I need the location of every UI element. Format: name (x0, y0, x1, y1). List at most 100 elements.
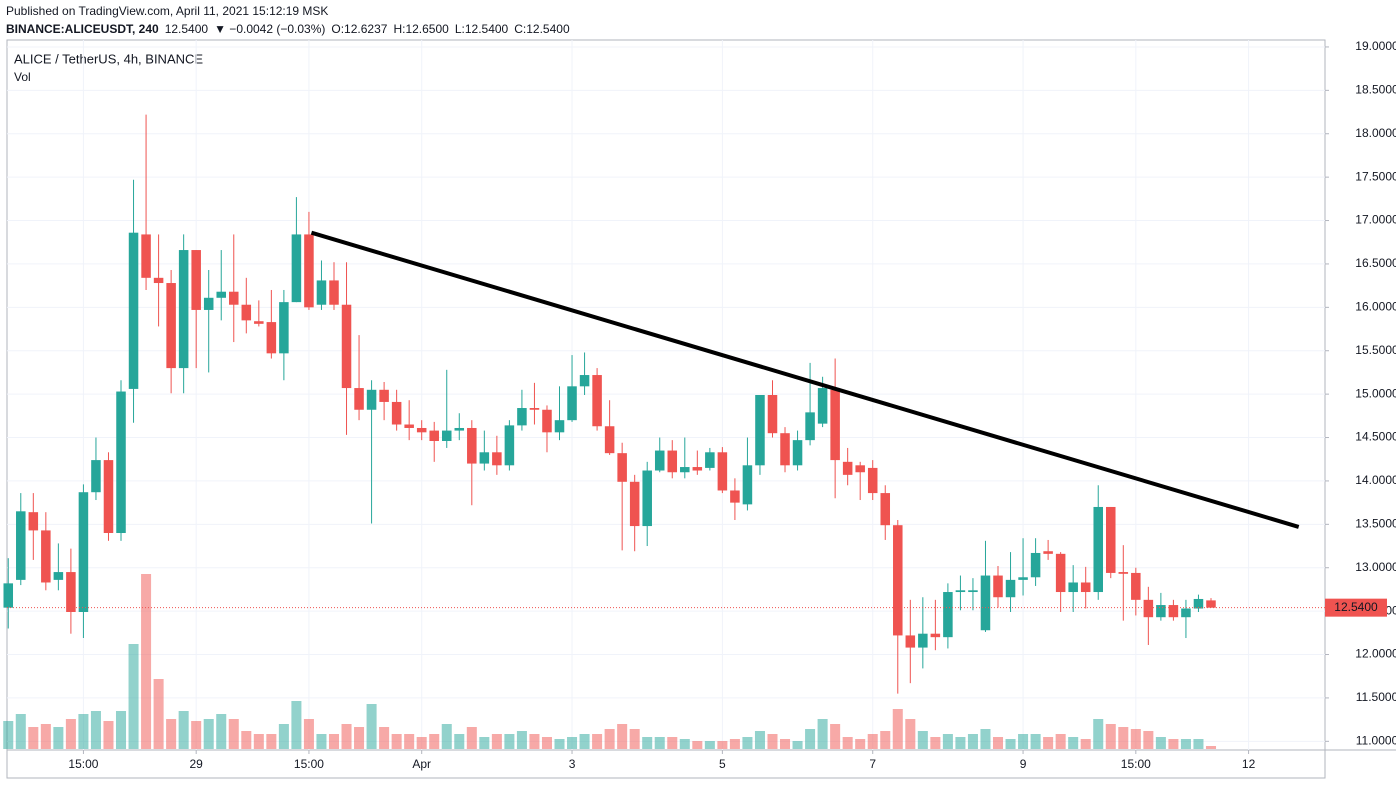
candle-body (1193, 598, 1204, 609)
ohlc-value: 12.6500 (405, 22, 449, 36)
volume-bar (880, 731, 891, 749)
candle-body (103, 460, 114, 534)
candle-body (604, 426, 615, 454)
volume-bar (40, 724, 51, 749)
volume-bar (867, 734, 878, 749)
volume-bar (1168, 739, 1179, 749)
volume-bar (15, 714, 26, 749)
y-tick-label: 11.0000 (1356, 733, 1396, 747)
candle-body (404, 424, 414, 428)
volume-bar (1093, 719, 1104, 749)
volume-bar (1030, 734, 1041, 749)
candle-body (28, 512, 39, 531)
volume-bar (178, 711, 189, 749)
volume-bar (980, 729, 991, 749)
volume-bar (805, 729, 816, 749)
volume-bar (742, 737, 753, 749)
candle-body (654, 450, 665, 471)
y-tick-label: 17.0000 (1355, 213, 1396, 227)
volume-bar (253, 734, 264, 749)
volume-bar (629, 729, 640, 749)
candle-body (529, 408, 540, 410)
candle-body (178, 250, 189, 369)
candle-body (880, 493, 891, 526)
candle-body (867, 467, 878, 494)
y-tick-label: 13.0000 (1355, 560, 1396, 574)
candle-body (980, 575, 991, 631)
volume-bar (817, 719, 828, 749)
last-price-tag (1325, 598, 1387, 617)
volume-bar (141, 574, 152, 749)
x-tick-label: 7 (869, 757, 876, 771)
volume-bar (541, 737, 552, 749)
candle-body (692, 467, 703, 471)
chart-title: ALICE / TetherUS, 4h, BINANCE (14, 51, 203, 66)
volume-bar (278, 724, 289, 749)
candle-body (592, 375, 602, 427)
volume-bar (717, 741, 728, 749)
last-price-label: 12.5400 (1334, 600, 1378, 614)
candle-body (391, 401, 402, 425)
candle-body (767, 395, 778, 434)
volume-bar (767, 734, 778, 749)
candle-body (1043, 551, 1053, 554)
x-tick-label: 5 (719, 757, 726, 771)
volume-bar (1205, 746, 1217, 749)
candle-body (16, 511, 26, 580)
volume-bar (454, 734, 465, 749)
candle-body (1206, 600, 1216, 608)
candle-body (153, 277, 164, 284)
volume-bar (115, 711, 127, 749)
volume-bar (955, 737, 966, 749)
volume-bar (166, 719, 177, 749)
x-tick-label: 29 (190, 757, 204, 771)
volume-bar (1105, 724, 1116, 749)
x-tick-label: 3 (569, 757, 576, 771)
volume-bar (604, 729, 615, 749)
volume-bar (491, 734, 502, 749)
volume-bar (529, 734, 540, 749)
volume-bar (1068, 737, 1079, 749)
candle-body (467, 427, 477, 464)
volume-bar (1155, 737, 1166, 749)
candle-body (1080, 582, 1091, 593)
volume-bar (1193, 739, 1204, 749)
y-tick-label: 13.5000 (1355, 516, 1396, 530)
candle-body (955, 590, 966, 593)
candle-body (429, 430, 439, 442)
volume-label: Vol (14, 70, 31, 84)
volume-bar (366, 704, 377, 749)
volume-bar (1143, 731, 1154, 749)
volume-bar (830, 724, 841, 749)
volume-bar (341, 724, 352, 749)
candle-body (1106, 506, 1116, 573)
volume-bar (1080, 739, 1091, 749)
y-tick-label: 19.0000 (1355, 39, 1396, 53)
trendline (310, 230, 1300, 529)
header-price: 12.5400 (165, 22, 209, 36)
candle-body (968, 590, 978, 593)
candle-body (893, 525, 903, 636)
volume-bar (754, 731, 765, 749)
candle-body (792, 440, 803, 466)
volume-bar (1043, 737, 1054, 749)
volume-bar (1118, 727, 1129, 749)
volume-bar (942, 734, 953, 749)
volume-bar (354, 727, 365, 749)
candle-body (1156, 605, 1166, 618)
x-tick-label: 12 (1242, 757, 1256, 771)
volume-bar (892, 709, 903, 749)
candle-body (542, 409, 552, 433)
candle-body (717, 452, 728, 491)
y-tick-label: 18.0000 (1355, 126, 1396, 140)
volume-bar (53, 727, 64, 749)
volume-bar (316, 734, 327, 749)
y-tick-label: 14.5000 (1355, 430, 1396, 444)
candle-body (266, 322, 277, 354)
candle-body (943, 592, 953, 638)
volume-bar (704, 741, 715, 749)
y-tick-label: 17.5000 (1355, 169, 1396, 183)
volume-bar (128, 644, 139, 749)
candle-body (842, 461, 853, 475)
